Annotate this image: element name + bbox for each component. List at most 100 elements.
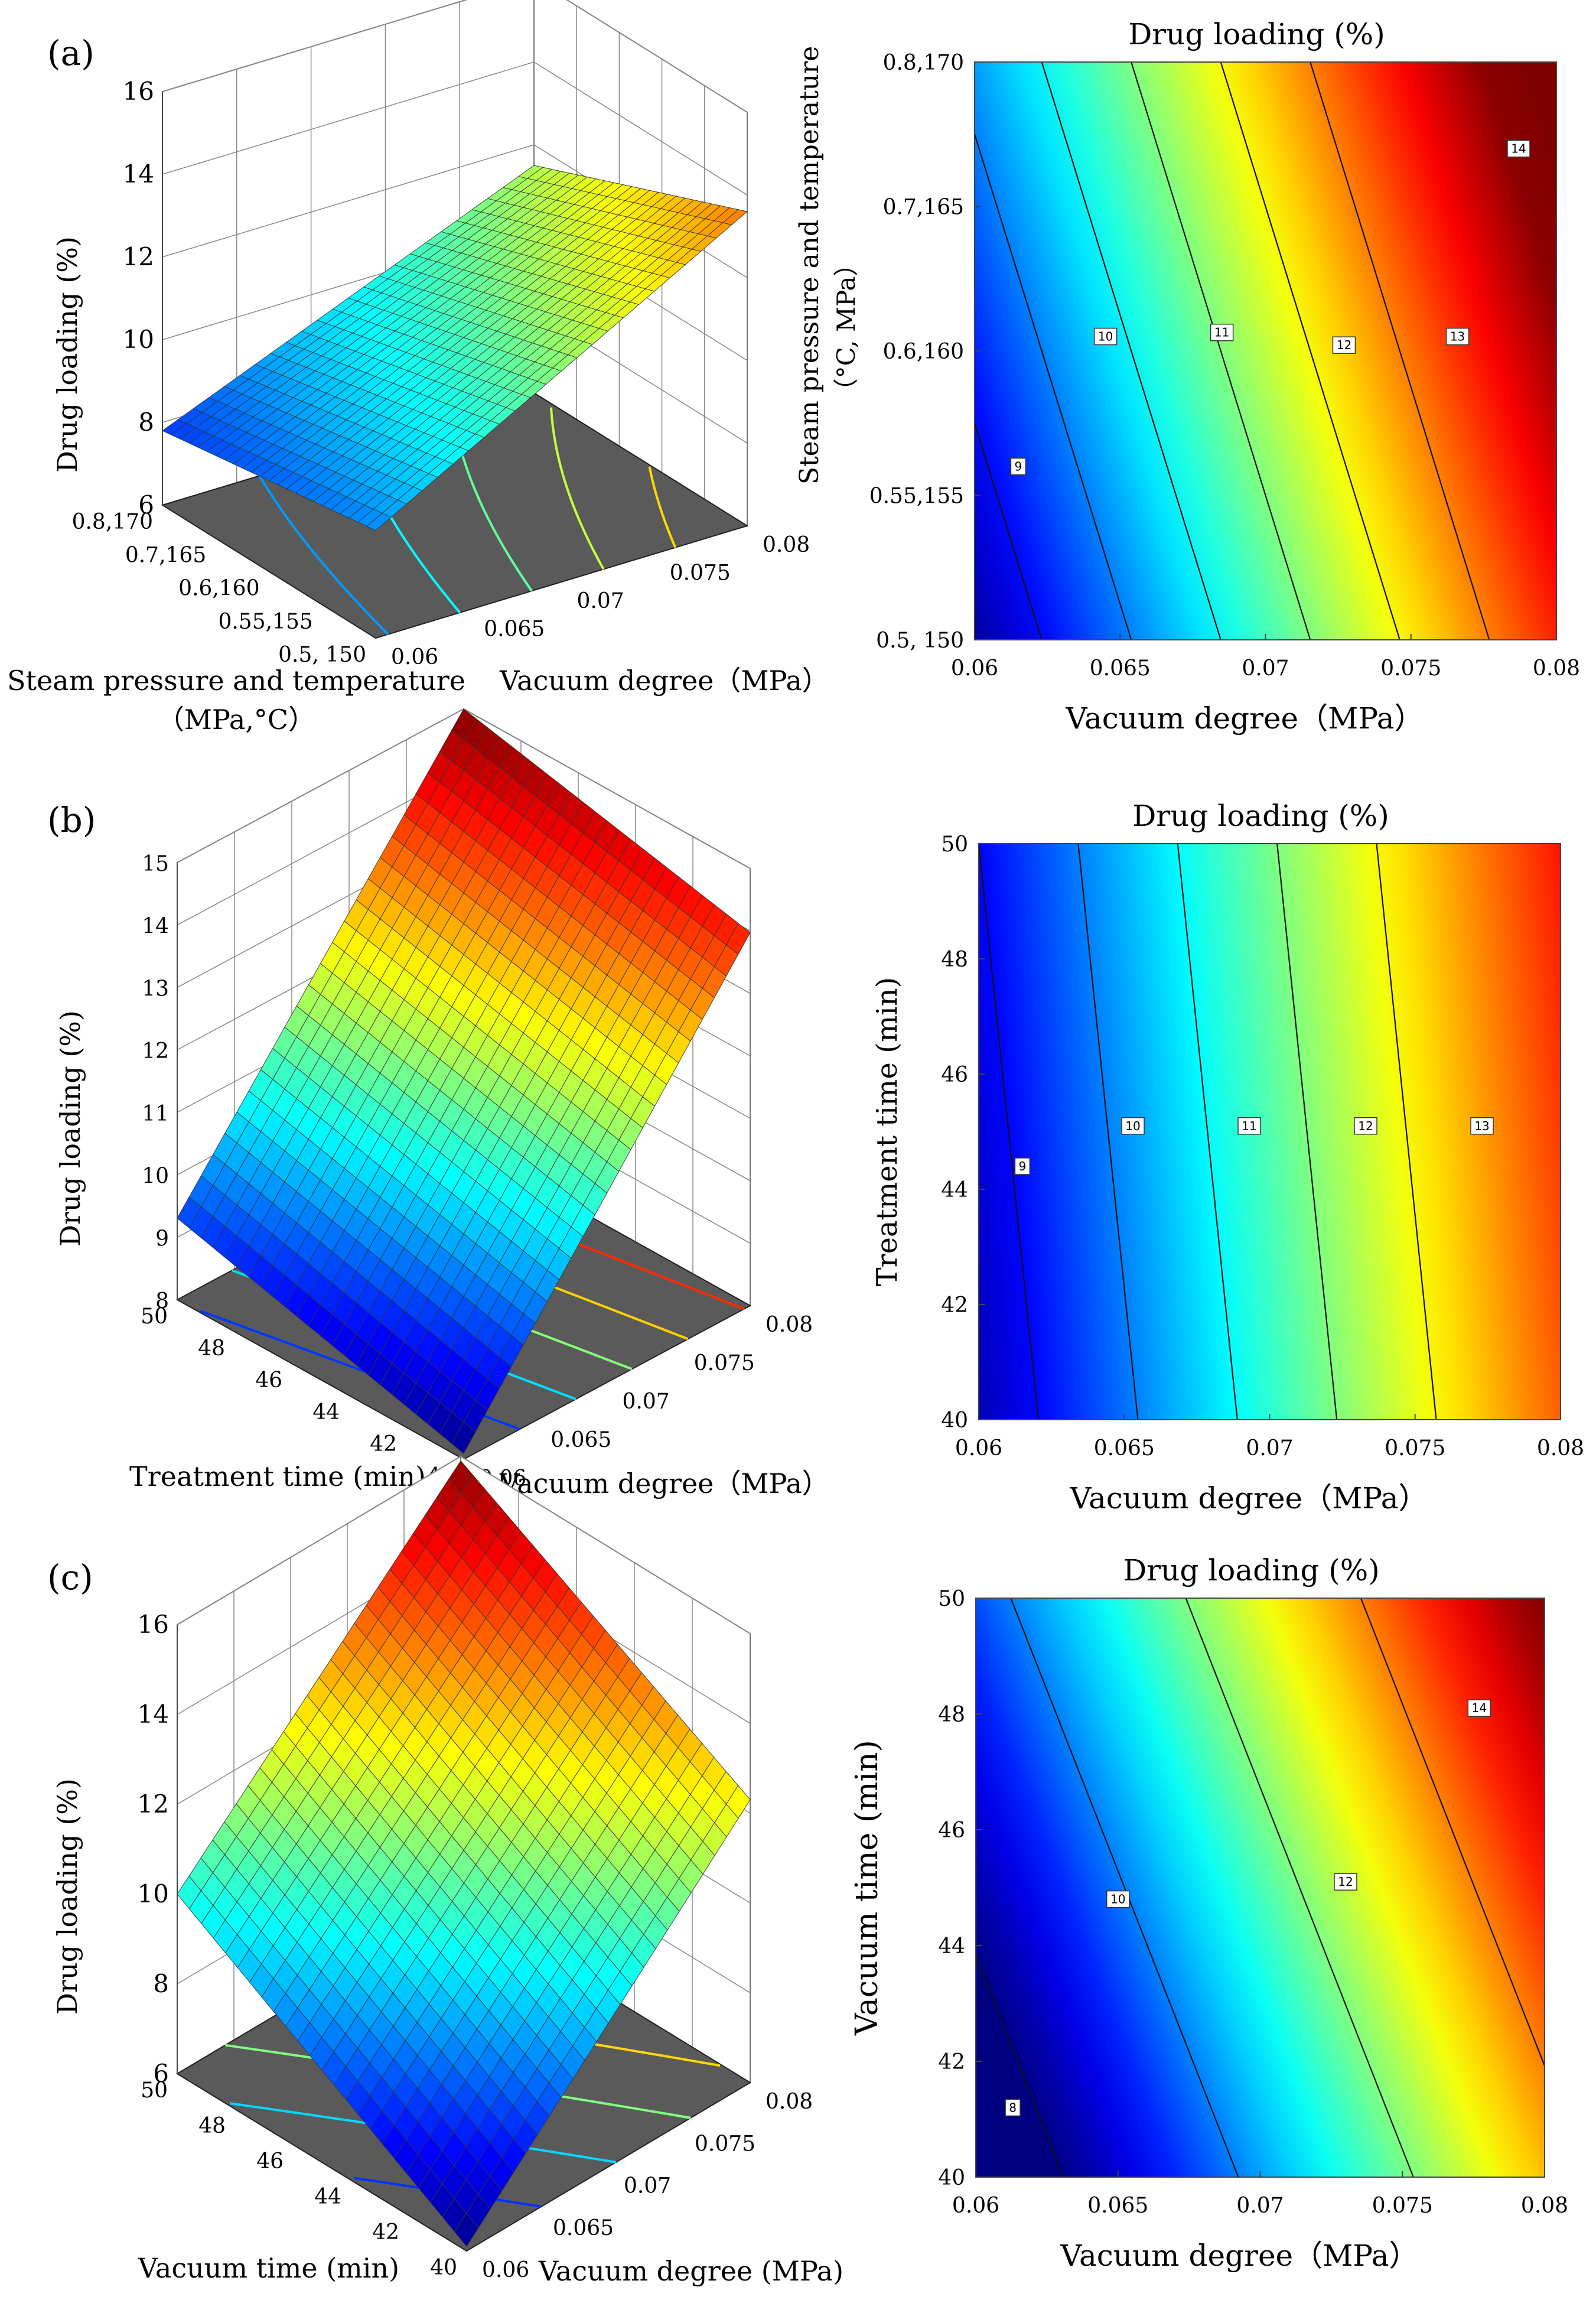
- wall-grid: [162, 0, 748, 113]
- y-tick-label: 0.08: [766, 1313, 813, 1337]
- z-tick-label: 6: [153, 2059, 169, 2088]
- y-tick-label: 0.6,160: [883, 340, 964, 364]
- contour-label-box: [1354, 1117, 1377, 1135]
- y-axis-label: Vacuum degree（MPa）: [499, 665, 829, 697]
- y-tick-label: 40: [938, 2166, 965, 2190]
- x-tick-label: 0.06: [952, 2194, 999, 2218]
- contour-line-13: [1220, 61, 1400, 640]
- x-axis-label: Vacuum degree（MPa）: [1065, 701, 1424, 736]
- y-tick-label: 0.075: [670, 561, 731, 585]
- x-tick-label: 0.07: [1236, 2194, 1284, 2218]
- y-axis-label: Treatment time (min): [871, 977, 904, 1287]
- surface-cell: [451, 1421, 476, 1454]
- contour-label-text: 13: [1450, 330, 1465, 344]
- floor-contour: [648, 466, 677, 548]
- y-tick-label: 0.075: [695, 2132, 755, 2156]
- contour-label-box: [1014, 1157, 1031, 1175]
- z-tick-label: 14: [142, 915, 169, 939]
- contour-label: 9: [1014, 1157, 1031, 1175]
- contour-label-text: 8: [1009, 2100, 1017, 2114]
- contour-fill: [975, 62, 1556, 640]
- contour-label-text: 10: [1110, 1892, 1125, 1907]
- y-tick-label: 48: [941, 948, 968, 972]
- contour-label-box: [1237, 1117, 1261, 1135]
- contour-label: 11: [1237, 1117, 1261, 1135]
- y-tick-label: 0.08: [766, 2090, 813, 2114]
- y-tick-label: 0.06: [391, 645, 438, 669]
- contour-label-box: [1507, 139, 1530, 158]
- y-tick-label: 0.55,155: [869, 484, 964, 509]
- contour-label-text: 11: [1214, 326, 1229, 340]
- response-surface: [177, 1460, 751, 2247]
- z-tick-label: 8: [153, 1969, 169, 1998]
- y-axis-label-units: （°C, MPa）: [832, 252, 861, 404]
- y-axis-label: Vacuum time (min): [849, 1740, 885, 2036]
- contour-label: 11: [1210, 323, 1234, 341]
- z-axis-label: Drug loading (%): [51, 236, 83, 473]
- wall-grid: [162, 61, 748, 196]
- x-tick-label: 0.55,155: [218, 610, 312, 634]
- contour-label-text: 11: [1242, 1119, 1256, 1133]
- contour-label: 10: [1106, 1890, 1130, 1908]
- x-tick-label: 0.6,160: [178, 577, 259, 601]
- y-axis-label: Steam pressure and temperature: [794, 46, 825, 484]
- contour-label: 12: [1334, 1873, 1357, 1891]
- z-tick-label: 14: [123, 160, 154, 188]
- contour-label: 14: [1507, 139, 1530, 158]
- y-axis-label: Vacuum degree (MPa): [538, 2255, 843, 2287]
- contour-line-14: [1310, 61, 1490, 640]
- y-tick-label: 44: [938, 1934, 965, 1959]
- contour-label: 10: [1093, 327, 1118, 346]
- floor-contour: [549, 407, 605, 570]
- x-tick-label: 40: [430, 2256, 457, 2280]
- x-tick-label: 0.07: [1246, 1436, 1293, 1460]
- contour-label-box: [1010, 457, 1027, 476]
- contour-plot-a2d: 9 10 11 12 13 14 0.06 0.065 0.07 0.075 0.08 0.5, 15…: [794, 17, 1580, 736]
- contour-line-10: [1010, 1598, 1239, 2178]
- z-tick-label: 16: [123, 77, 154, 106]
- x-axis-label: Vacuum time (min): [138, 2252, 399, 2284]
- x-tick-label: 50: [141, 2078, 168, 2103]
- contour-line-10: [1077, 843, 1139, 1420]
- y-tick-label: 44: [941, 1178, 968, 1202]
- surface-cell: [454, 2213, 479, 2247]
- floor-contour: [258, 475, 389, 636]
- x-tick-label: 42: [370, 1432, 397, 1456]
- surface-plot-c3d: 6 8 10 12 14 16 50 48 46 44 42 40 0.06 0.065 0.07 0.075…: [47, 1455, 843, 2287]
- y-tick-label: 0.07: [623, 1390, 670, 1414]
- z-tick-label: 16: [138, 1610, 169, 1639]
- panel-label: (b): [47, 800, 96, 840]
- contour-line-11: [1177, 843, 1238, 1420]
- contour-label-box: [1332, 336, 1356, 354]
- z-tick-label: 15: [142, 852, 169, 876]
- contour-label-text: 13: [1474, 1119, 1489, 1133]
- surface-plot-b3d: 891011121314155048464442400.060.0650.070…: [47, 708, 829, 1499]
- y-tick-label: 0.065: [553, 2216, 614, 2240]
- contour-line-12: [1276, 843, 1338, 1420]
- contour-label-box: [1470, 1117, 1494, 1135]
- contour-label-box: [1106, 1890, 1130, 1908]
- contour-label: 13: [1445, 327, 1470, 346]
- z-tick-label: 9: [155, 1227, 169, 1251]
- contour-label: 12: [1354, 1117, 1377, 1135]
- y-tick-label: 46: [938, 1818, 965, 1843]
- x-tick-label: 0.08: [1533, 656, 1580, 681]
- contour-label-box: [1467, 1699, 1491, 1717]
- contour-line-9: [978, 843, 1040, 1420]
- x-tick-label: 0.5, 150: [278, 643, 366, 667]
- surface-plot-a3d: 6 8 10 12 14 16 0.8,170 0.7,165 0.6,160 0.55,155 0…: [7, 0, 829, 736]
- contour-line-8: [975, 1954, 1064, 2178]
- contour-label: 9: [1010, 457, 1027, 476]
- response-surface: [177, 708, 751, 1454]
- contour-label-text: 12: [1337, 338, 1351, 352]
- x-axis-label: Vacuum degree（MPa）: [1069, 1481, 1428, 1515]
- z-tick-label: 12: [138, 1790, 169, 1818]
- x-tick-label: 46: [256, 2149, 284, 2174]
- x-tick-label: 0.08: [1521, 2194, 1568, 2218]
- y-tick-label: 0.5, 150: [876, 629, 964, 653]
- wall-grid: [177, 1456, 751, 1634]
- chart-title: Drug loading (%): [1128, 17, 1385, 51]
- panel-label: (c): [47, 1557, 93, 1598]
- y-tick-label: 48: [938, 1703, 965, 1727]
